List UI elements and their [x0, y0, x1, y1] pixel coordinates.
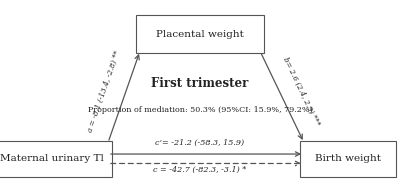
Text: Proportion of mediation: 50.3% (95%CI: 15.9%, 79.2%): Proportion of mediation: 50.3% (95%CI: 1…	[88, 106, 312, 114]
Text: First trimester: First trimester	[151, 77, 249, 90]
Text: Placental weight: Placental weight	[156, 29, 244, 39]
Text: b= 2.6 (2.4, 2.9) ***: b= 2.6 (2.4, 2.9) ***	[282, 56, 322, 127]
Text: Birth weight: Birth weight	[315, 154, 381, 163]
FancyBboxPatch shape	[0, 141, 112, 177]
Text: Maternal urinary Tl: Maternal urinary Tl	[0, 154, 104, 163]
FancyBboxPatch shape	[136, 15, 264, 53]
Text: c’= -21.2 (-58.3, 15.9): c’= -21.2 (-58.3, 15.9)	[156, 139, 244, 146]
FancyBboxPatch shape	[300, 141, 396, 177]
Text: a = -8.1 (-13.4, -2.8) **: a = -8.1 (-13.4, -2.8) **	[86, 50, 122, 134]
Text: c = -42.7 (-82.3, -3.1) *: c = -42.7 (-82.3, -3.1) *	[153, 165, 247, 173]
